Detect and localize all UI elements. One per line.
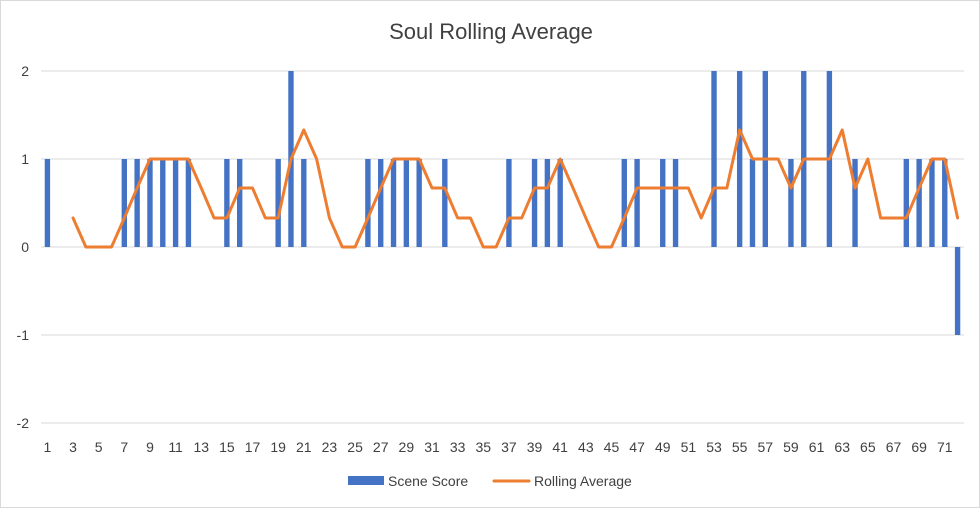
bar bbox=[378, 159, 384, 247]
gridlines bbox=[41, 70, 964, 424]
x-tick-label: 63 bbox=[834, 439, 850, 455]
line-series bbox=[71, 128, 960, 249]
x-tick-label: 31 bbox=[424, 439, 440, 455]
bar bbox=[788, 159, 794, 247]
bar bbox=[506, 159, 512, 247]
x-tick-label: 67 bbox=[886, 439, 902, 455]
bar bbox=[544, 159, 551, 247]
chart-title: Soul Rolling Average bbox=[389, 19, 593, 44]
bar bbox=[237, 159, 243, 247]
x-tick-label: 55 bbox=[732, 439, 748, 455]
bar bbox=[403, 159, 410, 247]
bar bbox=[557, 159, 563, 247]
legend-swatch-scene-score bbox=[348, 476, 384, 485]
x-tick-label: 1 bbox=[44, 439, 52, 455]
bar bbox=[916, 159, 922, 247]
bar bbox=[275, 159, 281, 247]
x-tick-label: 39 bbox=[527, 439, 543, 455]
x-tick-label: 15 bbox=[219, 439, 235, 455]
x-tick-label: 17 bbox=[245, 439, 261, 455]
x-tick-label: 27 bbox=[373, 439, 389, 455]
x-tick-label: 29 bbox=[399, 439, 415, 455]
y-axis-labels: 2 1 0 -1 -2 bbox=[17, 63, 30, 431]
x-tick-label: 7 bbox=[120, 439, 128, 455]
bar bbox=[390, 159, 397, 247]
x-tick-label: 5 bbox=[95, 439, 103, 455]
x-tick-label: 9 bbox=[146, 439, 154, 455]
bar bbox=[672, 159, 679, 247]
x-tick-label: 41 bbox=[552, 439, 568, 455]
x-tick-label: 53 bbox=[706, 439, 722, 455]
x-tick-label: 49 bbox=[655, 439, 671, 455]
bar bbox=[224, 159, 230, 247]
bar bbox=[365, 159, 371, 247]
bar bbox=[134, 159, 140, 247]
y-tick-label: -2 bbox=[17, 415, 30, 431]
bar bbox=[147, 159, 153, 247]
bar bbox=[531, 159, 538, 247]
x-tick-label: 21 bbox=[296, 439, 312, 455]
bar bbox=[736, 71, 743, 247]
x-tick-label: 13 bbox=[193, 439, 209, 455]
legend: Scene Score Rolling Average bbox=[348, 473, 632, 489]
bar bbox=[711, 71, 717, 247]
bar bbox=[416, 159, 422, 247]
y-tick-label: -1 bbox=[17, 327, 30, 343]
bar bbox=[942, 159, 948, 247]
bar bbox=[954, 247, 961, 335]
bar bbox=[160, 159, 166, 247]
x-tick-label: 3 bbox=[69, 439, 77, 455]
bar bbox=[442, 159, 448, 247]
x-tick-label: 43 bbox=[578, 439, 594, 455]
x-tick-label: 65 bbox=[860, 439, 876, 455]
x-tick-label: 59 bbox=[783, 439, 799, 455]
x-tick-label: 45 bbox=[604, 439, 620, 455]
bar bbox=[185, 159, 192, 247]
bar bbox=[621, 159, 627, 247]
bar bbox=[852, 159, 858, 247]
x-tick-label: 71 bbox=[937, 439, 953, 455]
x-tick-label: 57 bbox=[758, 439, 774, 455]
x-tick-label: 25 bbox=[347, 439, 363, 455]
y-tick-label: 0 bbox=[21, 239, 29, 255]
bar bbox=[172, 159, 179, 247]
x-tick-label: 19 bbox=[270, 439, 286, 455]
bar bbox=[929, 159, 935, 247]
rolling-average-line bbox=[71, 128, 960, 249]
x-tick-label: 33 bbox=[450, 439, 466, 455]
x-axis-labels: 1 3 5 7 9 11 13 15 17 19 21 23 25 27 29 31 33 35 37 39 41 43 4… bbox=[44, 439, 953, 455]
legend-label-rolling-average: Rolling Average bbox=[534, 473, 632, 489]
x-tick-label: 47 bbox=[629, 439, 645, 455]
x-tick-label: 69 bbox=[911, 439, 927, 455]
x-tick-label: 61 bbox=[809, 439, 825, 455]
x-tick-label: 23 bbox=[322, 439, 338, 455]
bar bbox=[44, 159, 51, 247]
y-tick-label: 2 bbox=[21, 63, 29, 79]
x-tick-label: 35 bbox=[475, 439, 491, 455]
x-tick-label: 37 bbox=[501, 439, 517, 455]
x-tick-label: 11 bbox=[168, 439, 183, 455]
bar bbox=[634, 159, 640, 247]
bar bbox=[660, 159, 666, 247]
bar-series bbox=[44, 71, 961, 335]
bar bbox=[749, 159, 756, 247]
legend-label-scene-score: Scene Score bbox=[388, 473, 468, 489]
y-tick-label: 1 bbox=[21, 151, 29, 167]
bar bbox=[301, 159, 307, 247]
bar bbox=[121, 159, 128, 247]
x-tick-label: 51 bbox=[681, 439, 697, 455]
bar bbox=[903, 159, 909, 247]
